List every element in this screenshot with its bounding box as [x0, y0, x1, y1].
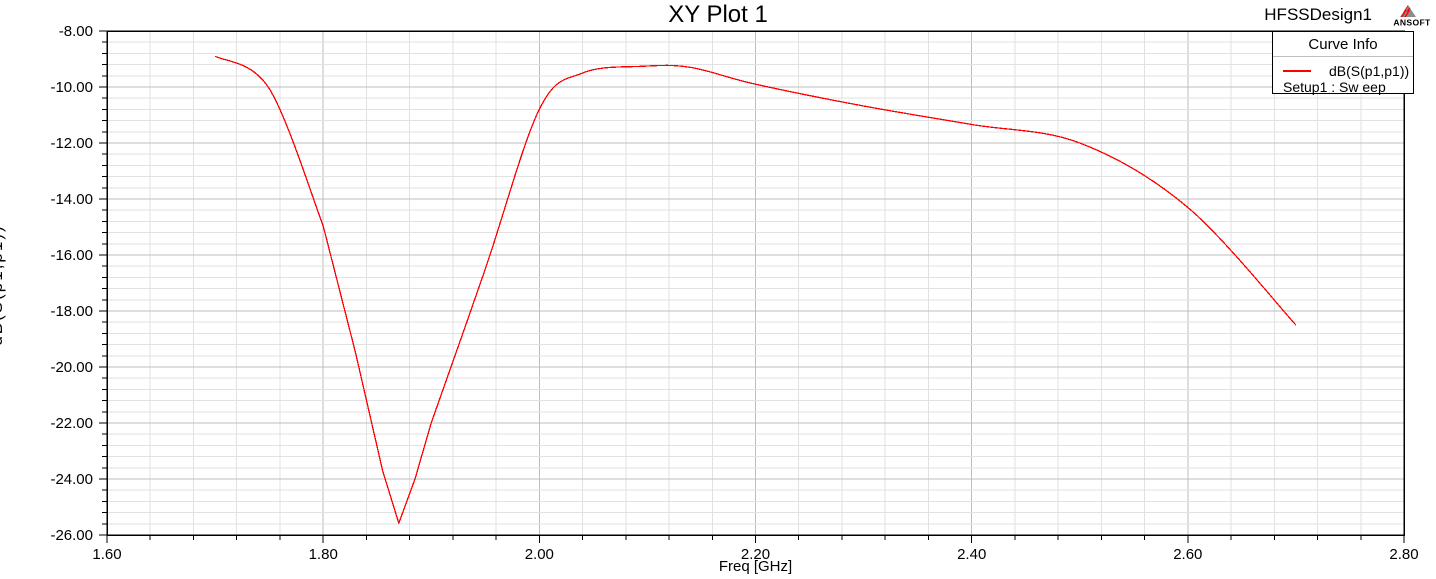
- svg-text:-20.00: -20.00: [50, 359, 93, 376]
- svg-text:-14.00: -14.00: [50, 191, 93, 208]
- svg-text:-12.00: -12.00: [50, 135, 93, 152]
- svg-text:-18.00: -18.00: [50, 303, 93, 320]
- svg-text:-10.00: -10.00: [50, 79, 93, 96]
- svg-text:-16.00: -16.00: [50, 247, 93, 264]
- svg-text:-24.00: -24.00: [50, 471, 93, 488]
- svg-text:-22.00: -22.00: [50, 415, 93, 432]
- svg-text:ANSOFT: ANSOFT: [1393, 17, 1431, 26]
- svg-text:-26.00: -26.00: [50, 527, 93, 544]
